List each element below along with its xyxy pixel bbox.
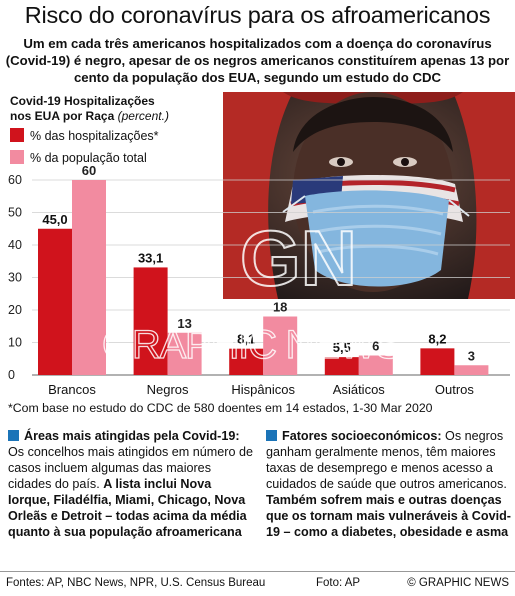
right-column: Fatores socioeconómicos: Os negros ganha… [266, 428, 511, 540]
y-tick-label: 30 [8, 271, 22, 285]
bar-hosp [229, 348, 264, 375]
data-label: 18 [273, 300, 287, 315]
footnote: *Com base no estudo do CDC de 580 doente… [8, 401, 433, 415]
left-col-head: Áreas mais atingidas pela Covid-19: [24, 429, 240, 443]
bar-hosp [420, 348, 455, 375]
y-tick-label: 40 [8, 238, 22, 252]
person-with-mask-photo [223, 92, 515, 299]
bar-hosp [133, 267, 168, 375]
page-subtitle: Um em cada três americanos hospitalizado… [5, 36, 510, 85]
data-label: 45,0 [42, 212, 67, 227]
bar-pop [167, 332, 202, 375]
legend-item-hosp: % das hospitalizações* [10, 128, 159, 143]
left-col-text: Os concelhos mais atingidos em número de… [8, 445, 254, 491]
data-label: 3 [468, 348, 475, 363]
legend-label-hosp: % das hospitalizações* [30, 129, 159, 143]
data-label: 8,1 [237, 332, 255, 347]
left-col-bold: A lista inclui Nova Iorque, Filadélfia, … [8, 477, 247, 539]
right-col-head: Fatores socioeconómicos: [282, 429, 442, 443]
data-label: 13 [177, 316, 191, 331]
data-label: 33,1 [138, 250, 163, 265]
bar-pop [72, 180, 106, 375]
legend-item-pop: % da população total [10, 150, 147, 165]
chart-unit: (percent.) [117, 109, 169, 123]
bar-pop [358, 355, 393, 375]
bullet-square-icon [8, 430, 19, 441]
footer-copyright: © GRAPHIC NEWS [407, 577, 509, 589]
right-col-text: Os negros ganham geralmente menos, têm m… [266, 429, 507, 491]
y-tick-label: 10 [8, 336, 22, 350]
x-tick-label: Brancos [48, 382, 96, 397]
bar-hosp [324, 357, 359, 375]
x-tick-label: Asiáticos [333, 382, 386, 397]
data-label: 60 [82, 163, 96, 178]
legend-swatch-pop [10, 150, 24, 164]
y-tick-label: 20 [8, 303, 22, 317]
bar-chart: 0 10 20 30 40 50 60 45,0 60 Brancos 33,1 13 Negros 8,… [8, 163, 510, 397]
chart-title-line2: nos EUA por Raça [10, 109, 115, 123]
footer: Fontes: AP, NBC News, NPR, U.S. Census B… [0, 571, 515, 596]
y-tick-label: 60 [8, 173, 22, 187]
footer-sources: Fontes: AP, NBC News, NPR, U.S. Census B… [6, 577, 266, 589]
chart-title: Covid-19 Hospitalizações nos EUA por Raç… [10, 94, 225, 124]
photo [223, 92, 515, 299]
page-title: Risco do coronavírus para os afroamerica… [24, 2, 491, 28]
bar-pop [454, 365, 489, 375]
y-tick-label: 0 [8, 368, 15, 382]
x-tick-label: Outros [435, 382, 475, 397]
legend-swatch-hosp [10, 128, 24, 142]
y-tick-label: 50 [8, 206, 22, 220]
data-label: 8,2 [428, 331, 446, 346]
bar-pop [263, 316, 298, 375]
right-col-bold: Também sofrem mais e outras doenças que … [266, 493, 511, 539]
data-label: 6 [372, 339, 379, 354]
bullet-square-icon [266, 430, 277, 441]
legend-label-pop: % da população total [30, 151, 147, 165]
x-tick-label: Hispânicos [231, 382, 295, 397]
footer-photo-credit: Foto: AP [316, 577, 361, 589]
chart-title-line1: Covid-19 Hospitalizações [10, 94, 155, 108]
x-tick-label: Negros [147, 382, 189, 397]
data-label: 5,5 [333, 340, 351, 355]
left-column: Áreas mais atingidas pela Covid-19: Os c… [8, 428, 253, 540]
bar-hosp [38, 228, 72, 375]
